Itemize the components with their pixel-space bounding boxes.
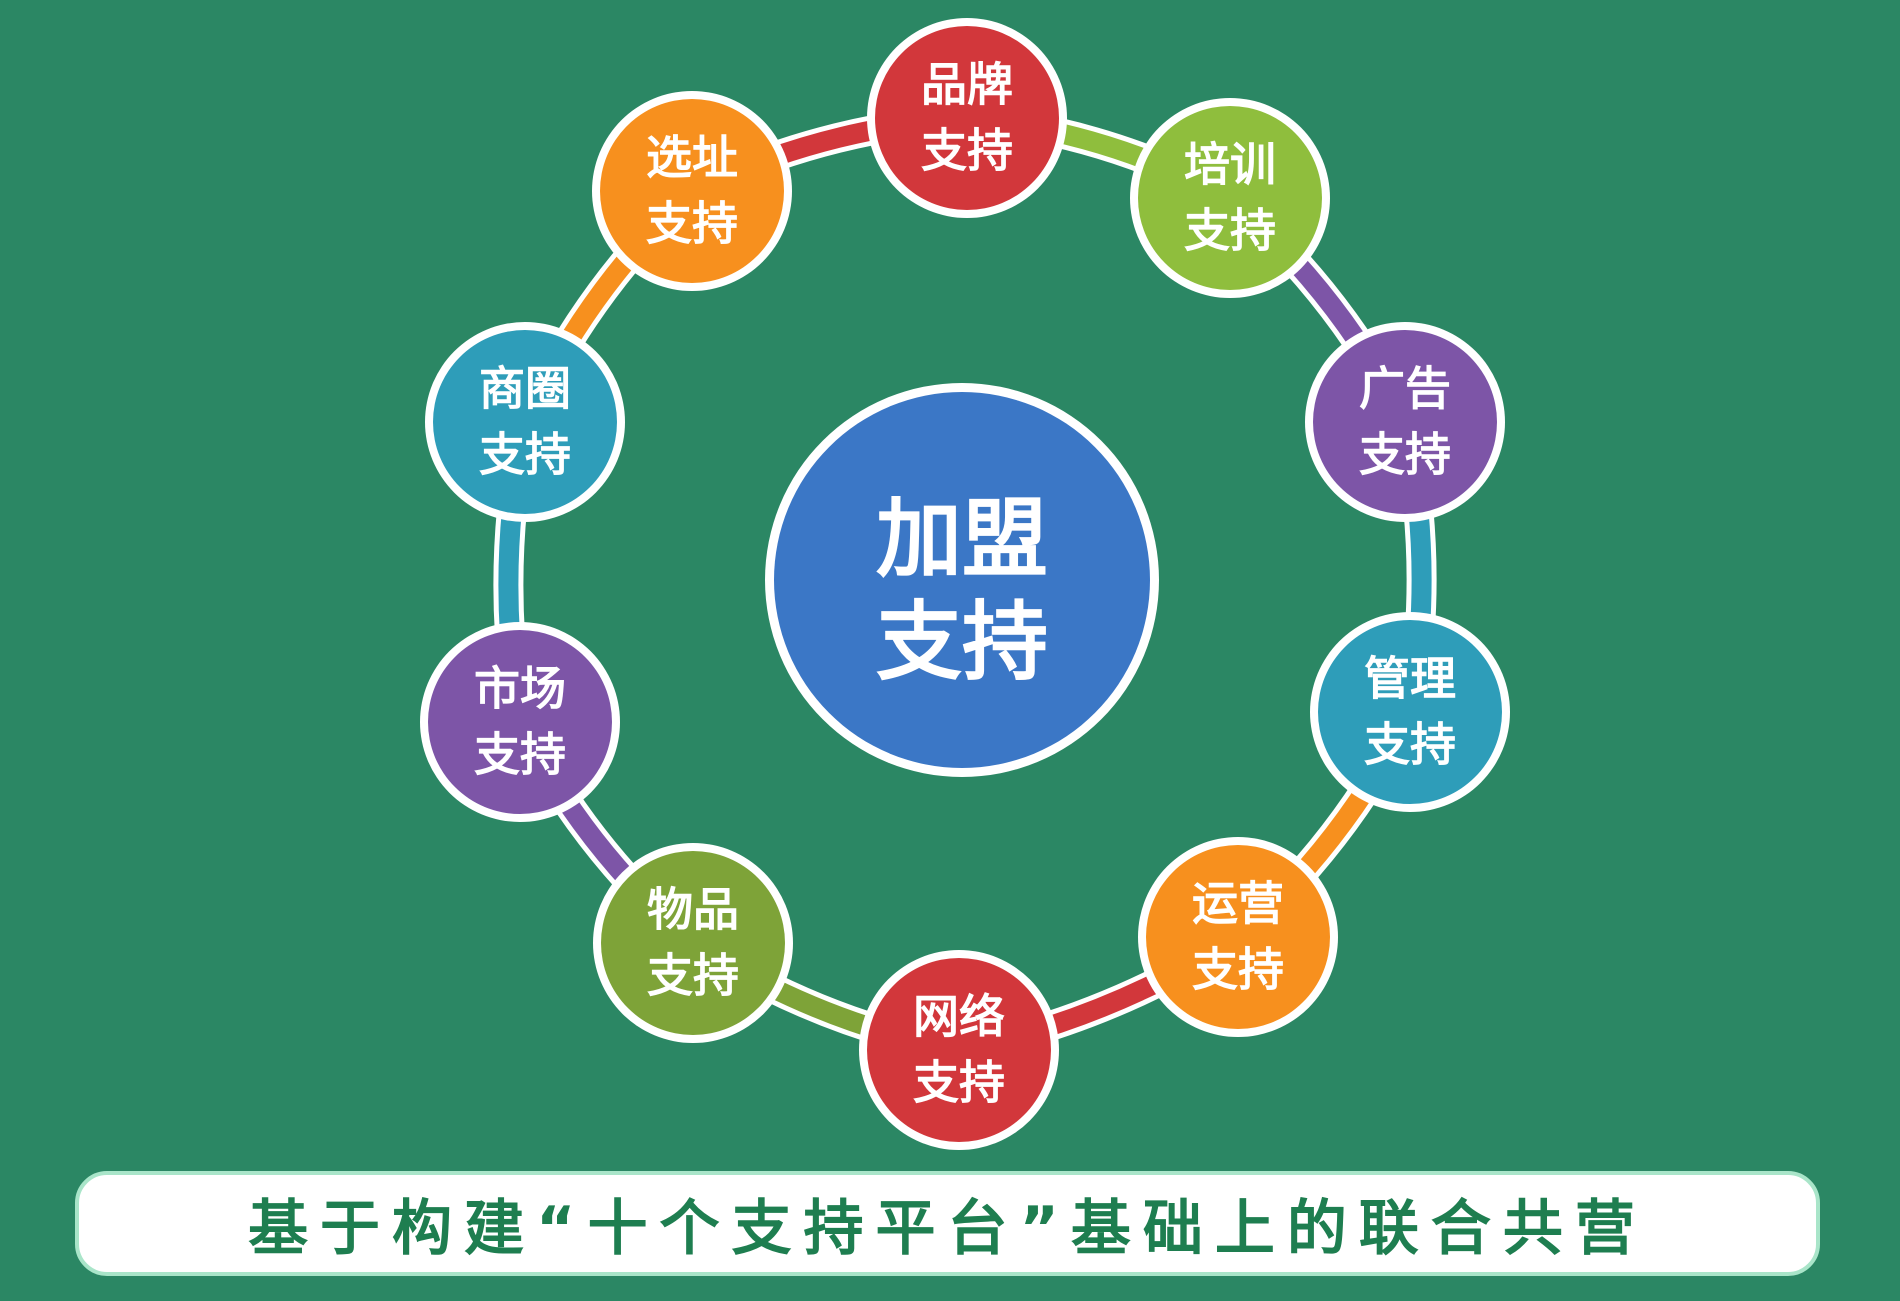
node-label-line1: 选址 <box>646 131 738 185</box>
node-label-line2: 支持 <box>1192 943 1284 997</box>
node-label-line1: 广告 <box>1359 362 1451 416</box>
node-label-line2: 支持 <box>479 428 571 482</box>
node-circle <box>428 630 612 814</box>
node-circle <box>600 99 784 283</box>
node-label-line2: 支持 <box>921 124 1013 178</box>
node-label-line1: 管理 <box>1364 652 1456 706</box>
node-circle <box>1146 845 1330 1029</box>
bottom-banner: 基于构建“十个支持平台”基础上的联合共营 <box>75 1171 1820 1276</box>
center-label-line1: 加盟 <box>876 489 1048 589</box>
node-label-line1: 品牌 <box>921 58 1013 112</box>
center-circle <box>774 392 1150 768</box>
node-circle <box>867 958 1051 1142</box>
node-circle <box>1318 620 1502 804</box>
center-node-franchise-support: 加盟 支持 <box>765 383 1159 777</box>
node-label-line2: 支持 <box>1359 428 1451 482</box>
node-label-line2: 支持 <box>1184 204 1276 258</box>
node-label-line1: 培训 <box>1184 138 1276 192</box>
node-label-line1: 物品 <box>647 883 739 937</box>
node-circle <box>601 851 785 1035</box>
node-label-line1: 运营 <box>1192 877 1284 931</box>
node-label-line1: 网络 <box>913 990 1005 1044</box>
node-circle <box>1313 330 1497 514</box>
node-circle <box>433 330 617 514</box>
node-label-line1: 市场 <box>474 662 566 716</box>
banner-text: 基于构建“十个支持平台”基础上的联合共营 <box>248 1194 1647 1264</box>
node-label-line1: 商圈 <box>479 362 571 416</box>
node-label-line2: 支持 <box>1364 718 1456 772</box>
node-label-line2: 支持 <box>647 949 739 1003</box>
node-label-line2: 支持 <box>913 1056 1005 1110</box>
center-label-line2: 支持 <box>876 592 1048 692</box>
node-label-line2: 支持 <box>474 728 566 782</box>
node-circle <box>1138 106 1322 290</box>
node-label-line2: 支持 <box>646 197 738 251</box>
node-circle <box>875 26 1059 210</box>
